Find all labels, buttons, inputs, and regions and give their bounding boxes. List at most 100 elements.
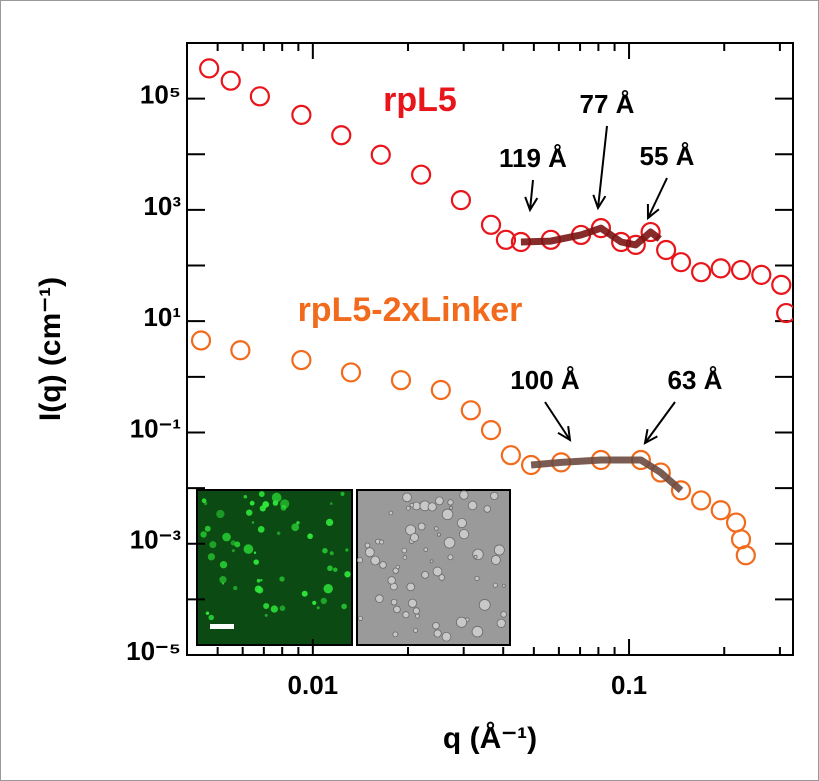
droplet	[413, 627, 418, 633]
data-point	[656, 239, 677, 261]
droplet	[370, 555, 380, 566]
series-label: rpL5	[383, 81, 457, 119]
droplet	[340, 491, 345, 496]
droplet	[276, 531, 281, 536]
droplet	[344, 571, 351, 578]
y-tick-label: 10⁻⁵	[126, 636, 181, 666]
droplet	[251, 521, 255, 524]
inset-micrographs	[196, 489, 511, 646]
droplet	[279, 605, 286, 612]
droplet	[356, 557, 364, 564]
brightfield-image	[356, 489, 511, 646]
scale-bar	[210, 624, 234, 629]
arrow-head	[557, 425, 572, 442]
droplet	[216, 509, 225, 519]
y-tick-label: 10³	[143, 191, 181, 221]
droplet	[231, 549, 235, 553]
droplet	[233, 586, 238, 591]
droplet	[327, 565, 333, 572]
droplet	[333, 567, 338, 572]
droplet	[312, 600, 317, 605]
droplet	[316, 606, 320, 610]
droplet	[249, 500, 255, 506]
data-point	[776, 302, 793, 324]
droplet	[279, 576, 285, 582]
droplet	[258, 491, 265, 497]
droplet	[209, 541, 217, 549]
droplet	[388, 510, 394, 516]
droplet	[271, 492, 282, 503]
plot-frame	[186, 42, 794, 656]
droplet	[436, 532, 441, 537]
droplet	[357, 615, 364, 621]
droplet	[405, 505, 411, 511]
droplet	[471, 625, 484, 638]
droplet	[222, 532, 231, 542]
y-tick-label: 10⁻³	[130, 525, 182, 555]
data-point	[670, 480, 692, 501]
droplet	[427, 502, 437, 512]
droplet	[438, 574, 446, 581]
annotation-arrow	[644, 401, 676, 444]
droplet	[405, 524, 417, 536]
droplet	[501, 583, 506, 588]
droplet	[500, 611, 507, 618]
annotation: 77 Å	[580, 89, 635, 119]
droplet	[323, 583, 333, 594]
data-point	[340, 362, 362, 383]
data-point	[450, 190, 472, 211]
annotation: 63 Å	[668, 365, 723, 395]
droplet	[447, 554, 454, 561]
data-point	[291, 104, 312, 126]
droplet	[423, 547, 429, 552]
droplet	[260, 578, 263, 582]
droplet	[253, 559, 259, 565]
data-point	[430, 379, 451, 401]
droplet	[254, 585, 262, 593]
droplet	[345, 548, 349, 552]
arrow-head	[646, 203, 660, 221]
data-point	[670, 252, 692, 273]
droplet	[412, 607, 420, 615]
data-point	[480, 420, 502, 441]
droplet	[253, 551, 257, 554]
data-point	[190, 330, 212, 351]
droplet	[341, 603, 347, 610]
droplet	[433, 629, 442, 638]
droplet	[301, 590, 308, 597]
droplet	[307, 533, 313, 540]
droplet	[447, 499, 454, 506]
annotation-arrow	[544, 401, 571, 441]
droplet	[256, 578, 261, 583]
data-point	[291, 349, 312, 371]
x-tick-label: 0.01	[288, 670, 339, 700]
droplet	[449, 505, 453, 510]
droplet	[432, 621, 440, 630]
droplet	[456, 517, 467, 529]
droplet	[493, 544, 505, 556]
droplet	[200, 531, 207, 538]
data-point	[249, 86, 270, 107]
data-point	[735, 545, 756, 566]
droplet	[364, 542, 371, 549]
droplet	[459, 490, 469, 500]
droplet	[414, 613, 420, 619]
x-tick-label: 0.1	[611, 670, 647, 700]
droplet	[406, 582, 415, 592]
data-point	[500, 445, 521, 466]
arrow-head	[592, 194, 607, 211]
droplet	[496, 618, 506, 628]
droplet	[467, 500, 478, 511]
droplet	[379, 539, 385, 545]
plot-area	[190, 58, 793, 566]
y-tick-label: 10⁵	[140, 80, 181, 110]
droplet	[429, 559, 434, 564]
droplet	[257, 526, 265, 533]
droplet	[375, 594, 384, 603]
droplet	[409, 502, 415, 508]
droplet	[329, 551, 334, 556]
droplet	[325, 518, 334, 527]
annotation: 55 Å	[640, 141, 695, 171]
annotation-arrow	[529, 179, 534, 211]
droplet	[322, 547, 328, 554]
